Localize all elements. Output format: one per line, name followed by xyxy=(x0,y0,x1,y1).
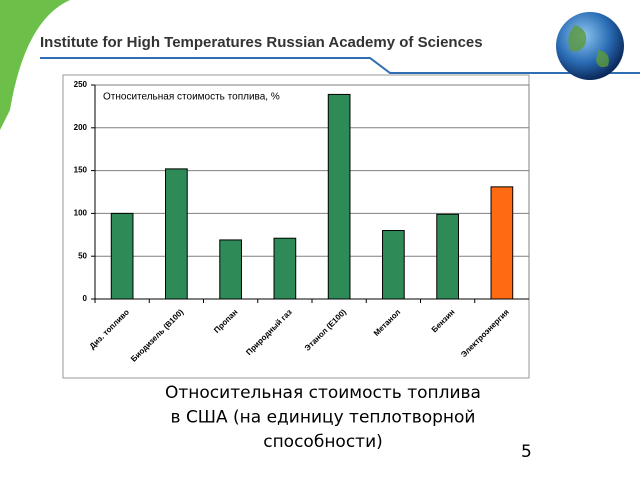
caption-line: в США (на единицу теплотворной xyxy=(171,408,476,428)
bar xyxy=(436,213,459,300)
caption-line: способности) xyxy=(263,432,383,452)
bar xyxy=(490,186,514,300)
decor-line xyxy=(40,57,640,74)
y-tick-label: 50 xyxy=(78,251,87,260)
bar xyxy=(165,168,188,300)
caption-line: Относительная стоимость топлива xyxy=(165,383,481,403)
y-tick-label: 200 xyxy=(74,123,88,132)
bar xyxy=(327,93,351,300)
plot-area xyxy=(94,84,530,300)
header-title: Institute for High Temperatures Russian … xyxy=(40,34,483,51)
bar xyxy=(273,237,297,300)
chart-title: Относительная стоимость топлива, % xyxy=(103,92,280,103)
bar xyxy=(382,230,405,300)
bar xyxy=(219,239,242,300)
caption: Относительная стоимость топлива в США (на… xyxy=(165,383,481,452)
page-number: 5 xyxy=(521,442,532,462)
y-tick-label: 0 xyxy=(83,294,88,303)
bar xyxy=(110,212,134,300)
y-tick-label: 250 xyxy=(74,80,88,89)
y-tick-label: 150 xyxy=(74,166,88,175)
decor-land xyxy=(568,25,609,68)
decor-globe xyxy=(556,12,624,80)
y-tick-label: 100 xyxy=(74,209,88,218)
decor-swoosh xyxy=(0,0,70,130)
